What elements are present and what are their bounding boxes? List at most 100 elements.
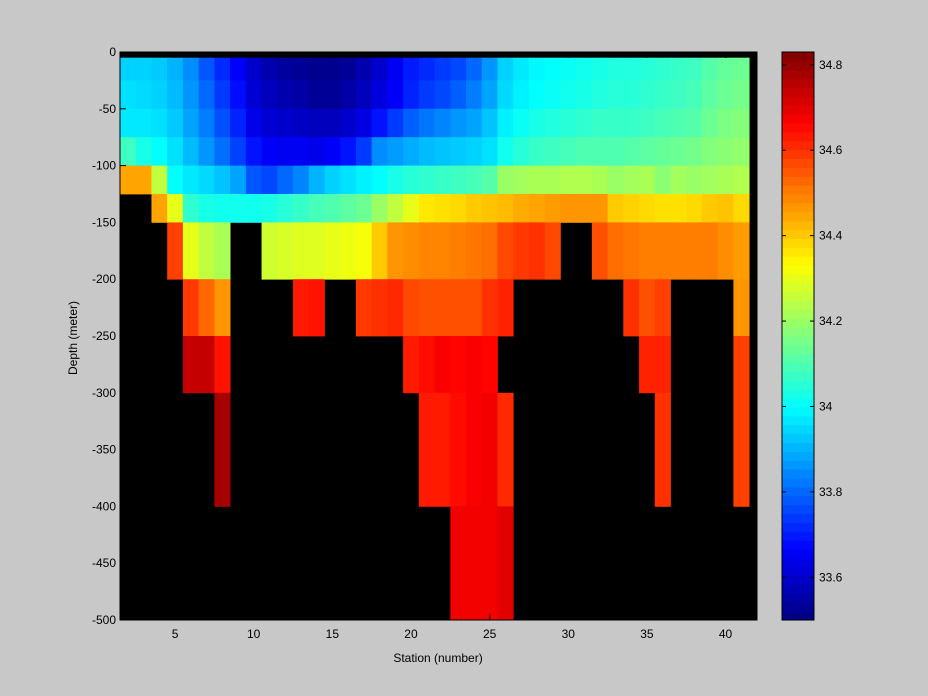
heatmap-cell [701,165,719,195]
heatmap-cell [214,165,231,195]
heatmap-cell [450,165,467,195]
heatmap-cell [387,194,404,223]
heatmap-cell [120,80,137,110]
colorbar-frame [781,51,815,621]
heatmap-cell [513,137,530,166]
heatmap-cell [701,194,719,223]
heatmap-cell [434,222,451,280]
heatmap-cell [230,165,247,195]
heatmap-cell [686,108,703,138]
heatmap-cell [371,137,388,166]
heatmap-cell [261,222,278,280]
colorbar-tick-label: 33.6 [819,570,843,584]
heatmap-cell [214,80,231,110]
colorbar-segment [782,602,814,612]
heatmap-cell [528,222,546,280]
heatmap-cell [733,108,750,138]
colorbar-segment [782,478,814,488]
colorbar-segment [782,123,814,133]
heatmap-cell [513,165,530,195]
heatmap-cell [418,137,435,166]
heatmap-cell [293,57,310,81]
heatmap-cell [355,80,373,110]
y-axis: 0 -50 -100 -150 -200 -250 -300 -350 -400 -450 -500 [92,45,757,627]
heatmap-cell [481,506,498,621]
heatmap-cell [371,108,388,138]
colorbar-segment [782,486,814,497]
heatmap-cell [686,137,703,166]
heatmap-cell [135,80,152,110]
heatmap-cell [308,108,325,138]
heatmap-cell [277,194,294,223]
colorbar-segment [782,549,814,559]
heatmap-cell [277,108,294,138]
heatmap-cell [639,222,656,280]
heatmap-cell [607,222,624,280]
colorbar-segment [782,309,814,319]
colorbar-tick-label: 34.8 [819,58,843,72]
heatmap-cell [387,222,404,280]
heatmap-cell [245,165,262,195]
colorbar-tick-label: 34 [819,399,833,413]
heatmap-cell [340,165,357,195]
heatmap-cell [497,137,514,166]
colorbar-segment [782,176,814,186]
heatmap-cell [230,108,247,138]
x-tick-label: 25 [483,627,497,641]
colorbar-segment [782,318,814,328]
heatmap-cell [701,137,719,166]
heatmap-cell [686,222,703,280]
heatmap-cell [591,108,608,138]
heatmap-cell [513,222,530,280]
heatmap-cell [481,137,498,166]
heatmap-cell [591,222,608,280]
colorbar-segment [782,398,814,408]
heatmap-cell [324,194,341,223]
heatmap-cell [623,80,640,110]
heatmap-cell [324,137,341,166]
heatmap-cell [418,222,435,280]
heatmap-cell [403,336,420,394]
colorbar-segment [782,504,814,515]
colorbar-segment [782,344,814,355]
heatmap-cell [182,222,200,280]
heatmap-cell [591,194,608,223]
x-axis-label: Station (number) [393,651,482,665]
heatmap-cell [576,165,593,195]
heatmap-cell [497,57,514,81]
colorbar-segment [782,87,814,97]
heatmap-cell [733,194,750,223]
heatmap-cell [544,165,561,195]
heatmap-cell [434,108,451,138]
colorbar-segment [782,291,814,302]
heatmap-cell [230,57,247,81]
heatmap-cell [135,137,152,166]
colorbar-segment [782,202,814,213]
heatmap-cell [214,108,231,138]
heatmap-cell [670,80,687,110]
heatmap-cell [167,222,184,280]
heatmap-cell [340,57,357,81]
heatmap-cell [481,165,498,195]
heatmap-cell [434,194,451,223]
heatmap-cell [434,137,451,166]
heatmap-cell [387,57,404,81]
heatmap-cell [528,57,546,81]
heatmap-cell [261,80,278,110]
colorbar-segment [782,247,814,257]
heatmap-cell [639,137,656,166]
heatmap-cell [639,80,656,110]
heatmap-cell [198,57,215,81]
heatmap-cell [639,194,656,223]
heatmap-cell [607,194,624,223]
heatmap-cell [466,392,483,507]
heatmap-cell [654,392,671,507]
heatmap-cell [450,222,467,280]
heatmap-cell [497,108,514,138]
heatmap-cell [670,108,687,138]
heatmap-cell [450,137,467,166]
heatmap-cell [403,165,420,195]
heatmap-cell [733,222,750,280]
colorbar-segment [782,415,814,426]
heatmap-cell [733,165,750,195]
